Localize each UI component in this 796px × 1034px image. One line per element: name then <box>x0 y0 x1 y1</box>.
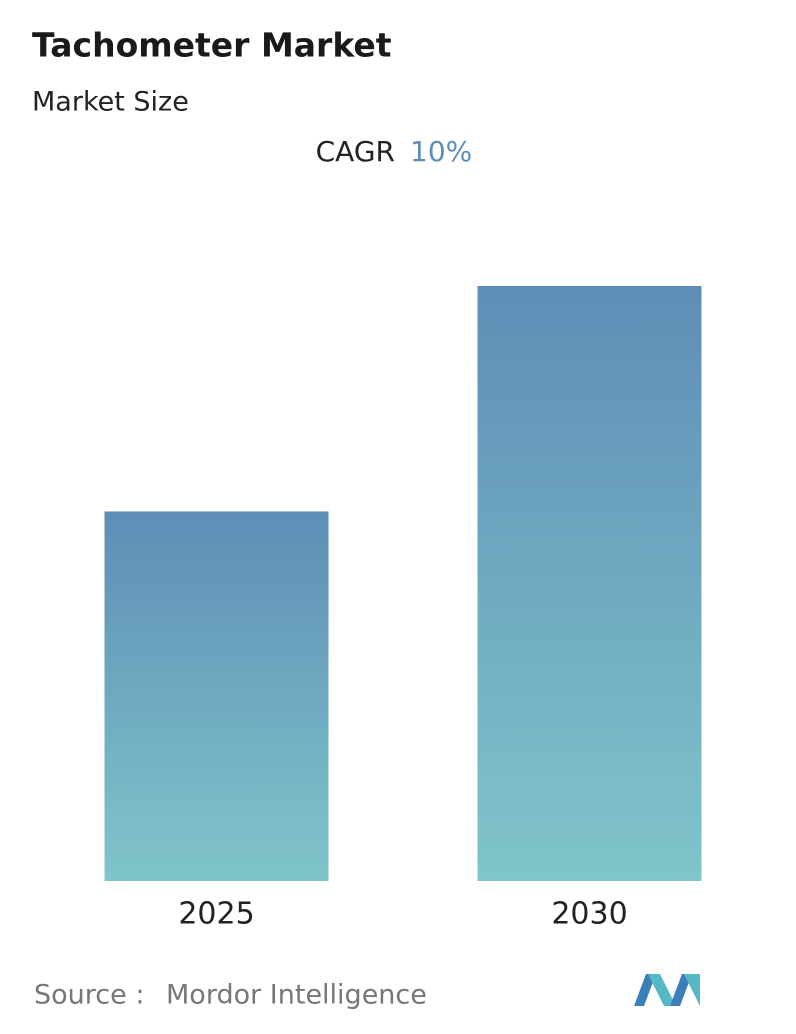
source-text: Mordor Intelligence <box>166 980 427 1011</box>
chart-title: Tachometer Market <box>32 26 392 65</box>
bar <box>477 286 702 881</box>
chart-subtitle: Market Size <box>32 87 189 118</box>
logo <box>634 974 700 1006</box>
cagr-value: 10% <box>410 135 472 168</box>
source-label: Source : <box>34 980 144 1011</box>
x-tick-label: 2030 <box>551 897 627 932</box>
bar <box>104 511 329 881</box>
x-tick-label: 2025 <box>178 897 254 932</box>
cagr-label: CAGR <box>316 135 395 168</box>
